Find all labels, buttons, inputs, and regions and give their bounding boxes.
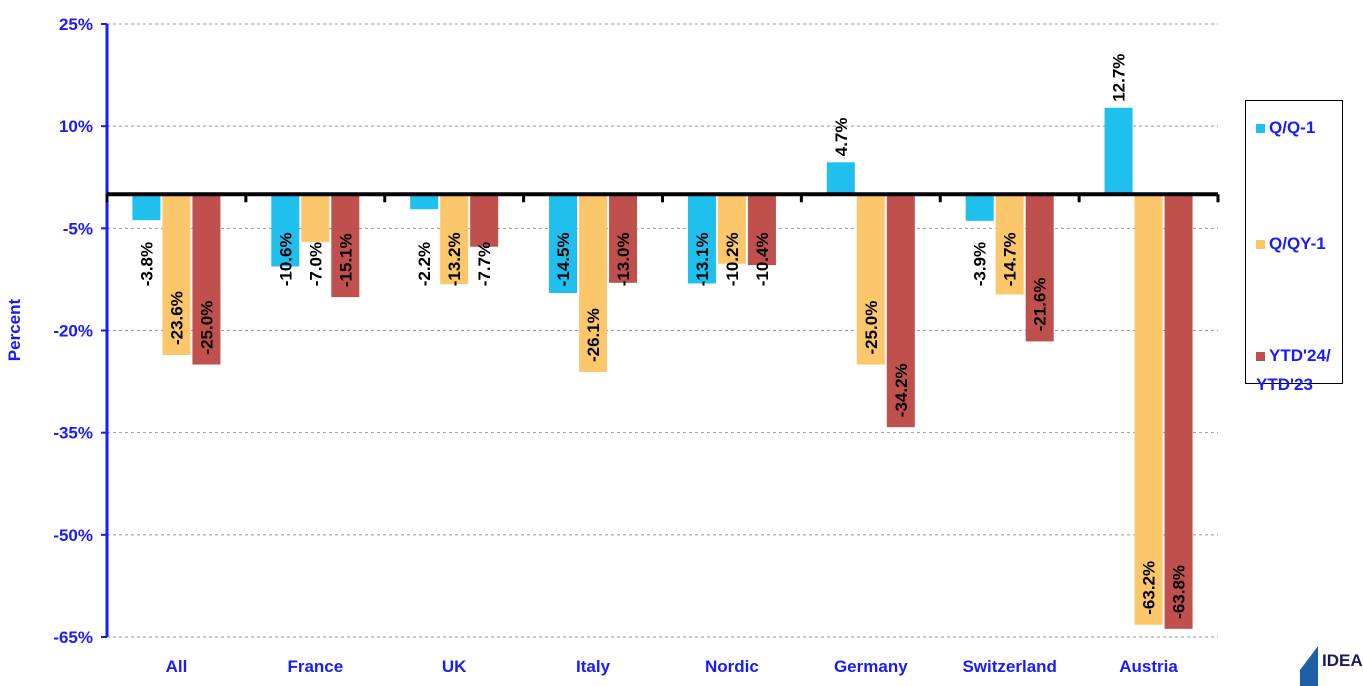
bar xyxy=(410,194,439,210)
bar xyxy=(192,194,221,365)
legend-label: YTD'24/ YTD'23 xyxy=(1256,346,1331,394)
data-label: -7.0% xyxy=(306,242,325,286)
y-tick-label: -5% xyxy=(63,219,93,238)
bar xyxy=(687,194,716,284)
y-tick-label: -35% xyxy=(53,424,93,443)
data-label: -10.4% xyxy=(753,232,772,286)
x-tick-label: Austria xyxy=(1119,657,1178,676)
bar xyxy=(856,194,885,365)
data-label: -10.2% xyxy=(723,232,742,286)
data-label: -14.5% xyxy=(554,232,573,286)
bar xyxy=(470,194,499,247)
logo-mark xyxy=(1300,646,1318,686)
data-label: 12.7% xyxy=(1110,54,1129,102)
bar xyxy=(886,194,915,428)
data-label: -7.7% xyxy=(475,242,494,286)
y-tick-label: 25% xyxy=(59,15,93,34)
data-label: -63.2% xyxy=(1140,561,1159,615)
data-label: -3.9% xyxy=(971,242,990,286)
legend-label: Q/QY-1 xyxy=(1269,234,1326,253)
bar xyxy=(440,194,469,285)
bar xyxy=(549,194,578,294)
y-tick-label: -50% xyxy=(53,526,93,545)
legend: Q/Q-1 Q/QY-1 YTD'24/ YTD'23 xyxy=(1245,100,1343,394)
bar xyxy=(162,194,191,356)
bar xyxy=(826,162,855,195)
data-label: -63.8% xyxy=(1170,565,1189,619)
x-tick-label: Germany xyxy=(834,657,908,676)
bar xyxy=(747,194,776,266)
data-label: -13.0% xyxy=(614,232,633,286)
bar xyxy=(717,194,746,264)
bar xyxy=(301,194,330,242)
x-tick-label: France xyxy=(287,657,343,676)
bar xyxy=(1164,194,1193,629)
data-label: -15.1% xyxy=(336,233,355,287)
bar xyxy=(1025,194,1054,342)
y-tick-label: -20% xyxy=(53,322,93,341)
data-label: -14.7% xyxy=(1001,232,1020,286)
data-label: -3.8% xyxy=(137,242,156,286)
bar xyxy=(995,194,1024,295)
legend-swatch xyxy=(1256,352,1265,361)
data-label: 4.7% xyxy=(832,118,851,157)
data-label: -10.6% xyxy=(276,232,295,286)
bar xyxy=(132,194,161,221)
data-label: -25.0% xyxy=(197,301,216,355)
legend-item: YTD'24/ YTD'23 xyxy=(1256,341,1340,399)
data-label: -21.6% xyxy=(1031,278,1050,332)
x-tick-label: Switzerland xyxy=(962,657,1056,676)
y-axis-label: Percent xyxy=(5,298,24,361)
legend-swatch xyxy=(1256,124,1265,133)
logo-text: IDEA xyxy=(1322,651,1363,670)
data-label: -2.2% xyxy=(415,242,434,286)
data-label: -26.1% xyxy=(584,308,603,362)
y-tick-label: -65% xyxy=(53,628,93,647)
bar xyxy=(609,194,638,283)
legend-label: Q/Q-1 xyxy=(1269,118,1316,137)
legend-swatch xyxy=(1256,240,1265,249)
legend-item: Q/QY-1 xyxy=(1256,229,1340,258)
x-tick-label: All xyxy=(166,657,188,676)
x-tick-label: Italy xyxy=(576,657,611,676)
bar xyxy=(579,194,608,373)
data-label: -23.6% xyxy=(167,291,186,345)
y-tick-label: 10% xyxy=(59,117,93,136)
bar xyxy=(1104,107,1133,195)
x-tick-label: UK xyxy=(442,657,467,676)
bar xyxy=(331,194,360,298)
bar xyxy=(965,194,994,221)
data-label: -13.1% xyxy=(693,232,712,286)
data-label: -34.2% xyxy=(892,363,911,417)
bar xyxy=(271,194,300,267)
x-tick-label: Nordic xyxy=(705,657,759,676)
legend-item: Q/Q-1 xyxy=(1256,113,1340,142)
bar xyxy=(1134,194,1163,625)
data-label: -13.2% xyxy=(445,232,464,286)
data-label: -25.0% xyxy=(862,301,881,355)
